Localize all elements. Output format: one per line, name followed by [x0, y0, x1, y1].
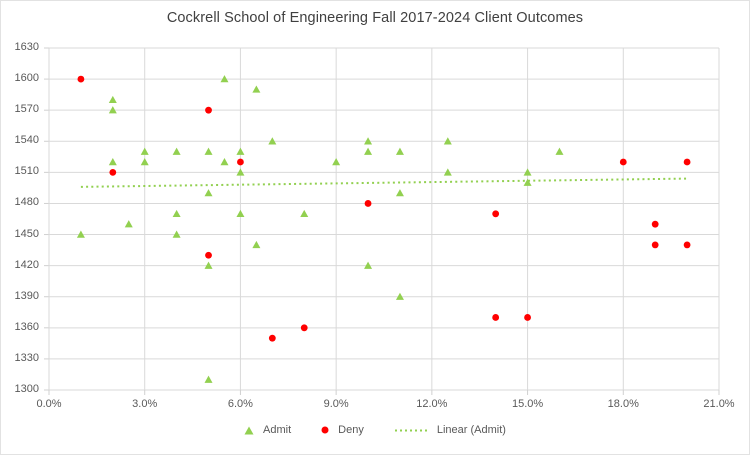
admit-point: [252, 85, 261, 93]
y-axis-tick-label: 1330: [14, 351, 39, 364]
x-axis-tick-label: 12.0%: [416, 398, 448, 410]
deny-point: [492, 314, 500, 321]
x-axis-tick-label: 15.0%: [511, 398, 544, 410]
deny-point: [237, 158, 244, 166]
admit-point: [236, 147, 245, 155]
y-axis-tick-label: 1600: [14, 72, 39, 85]
x-axis-tick-label: 9.0%: [323, 398, 349, 410]
deny-point: [619, 158, 627, 166]
deny-point: [205, 251, 212, 259]
admit-point: [108, 106, 117, 114]
admit-point: [332, 158, 341, 166]
admit-point: [108, 158, 117, 166]
deny-point: [651, 220, 659, 228]
admit-point: [172, 209, 181, 218]
trendline-linear-admit: [80, 177, 688, 188]
legend-item-trendline: Linear (Admit): [394, 424, 506, 436]
y-axis-tick-label: 1390: [14, 289, 39, 302]
y-axis-tick-label: 1360: [14, 320, 39, 333]
admit-point: [395, 189, 404, 197]
admit-point: [523, 178, 532, 186]
admit-point: [236, 209, 245, 218]
admit-point: [108, 95, 117, 104]
admit-point: [523, 168, 532, 176]
admit-point: [300, 209, 309, 218]
x-axis-tick-label: 0.0%: [36, 398, 62, 410]
admit-point: [364, 137, 373, 145]
admit-point: [204, 261, 213, 269]
admit-point: [555, 147, 564, 155]
deny-point: [109, 168, 117, 176]
legend-label-deny: Deny: [338, 424, 364, 436]
legend-label-trendline: Linear (Admit): [436, 424, 506, 436]
y-axis-tick-label: 1630: [14, 41, 39, 53]
x-axis-tick-label: 6.0%: [227, 398, 253, 410]
y-axis-tick-label: 1540: [14, 134, 39, 147]
admit-point: [364, 261, 373, 269]
legend-label-admit: Admit: [263, 424, 292, 436]
y-axis-tick-label: 1510: [14, 165, 39, 178]
deny-point: [683, 158, 691, 166]
deny-point: [77, 75, 85, 83]
y-axis-tick-label: 1570: [14, 103, 39, 116]
deny-point: [524, 314, 531, 321]
x-axis-tick-label: 3.0%: [132, 398, 158, 410]
x-axis-tick-label: 21.0%: [703, 398, 735, 410]
admit-point: [172, 230, 181, 238]
admit-point: [268, 137, 277, 145]
deny-point: [651, 241, 659, 249]
deny-point: [300, 324, 308, 332]
deny-circle-icon: [321, 426, 329, 434]
admit-triangle-icon: [244, 426, 254, 434]
y-axis-tick-label: 1300: [14, 383, 39, 395]
chart-title: Cockrell School of Engineering Fall 2017…: [166, 10, 584, 26]
admit-point: [252, 240, 261, 249]
deny-point: [492, 210, 500, 218]
admit-point: [204, 375, 213, 383]
admit-point: [220, 75, 229, 83]
admit-point: [204, 147, 213, 155]
admit-point: [236, 168, 245, 176]
admit-point: [124, 220, 133, 228]
admit-point: [140, 158, 149, 166]
deny-point: [268, 334, 276, 342]
legend-item-admit: Admit: [244, 424, 291, 436]
chart-legend: Admit Deny Linear (Admit): [1, 421, 749, 439]
y-axis-tick-label: 1450: [14, 227, 39, 240]
y-axis-tick-label: 1480: [14, 196, 39, 209]
admit-point: [76, 230, 85, 238]
deny-point: [364, 200, 372, 207]
deny-point: [205, 106, 212, 114]
admit-point: [443, 137, 452, 145]
deny-point: [683, 241, 691, 249]
trendline-dotted-icon: [394, 429, 427, 431]
admit-point: [443, 168, 452, 176]
admit-point: [364, 147, 373, 155]
legend-item-deny: Deny: [321, 424, 364, 436]
admit-point: [172, 147, 181, 155]
admit-point: [395, 292, 404, 300]
admit-point: [204, 189, 213, 197]
admit-point: [220, 158, 229, 166]
admit-point: [140, 147, 149, 155]
x-axis-tick-label: 18.0%: [607, 398, 639, 410]
admit-point: [395, 147, 404, 155]
y-axis-tick-label: 1420: [14, 258, 39, 271]
